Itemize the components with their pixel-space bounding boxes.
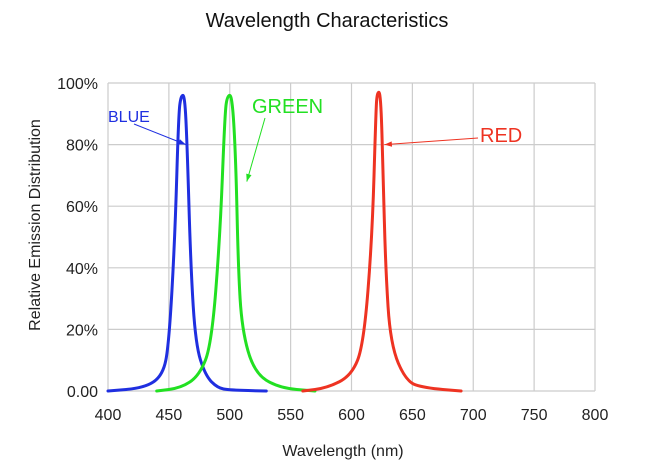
annotations: BLUE GREEN RED — [108, 96, 522, 182]
arrowhead-icon — [246, 173, 252, 182]
annotation-arrow — [384, 137, 479, 146]
x-tick-label: 500 — [216, 407, 243, 424]
series-line-red — [301, 90, 463, 393]
grid — [107, 82, 596, 392]
annotation-arrow — [133, 123, 187, 146]
x-tick-label: 550 — [277, 407, 304, 424]
arrowhead-icon — [384, 141, 393, 147]
x-tick-label: 750 — [521, 407, 548, 424]
y-tick-label: 0.00 — [67, 384, 98, 401]
x-tick-label: 800 — [582, 407, 609, 424]
annotation-label: GREEN — [252, 96, 323, 118]
y-tick-label: 100% — [57, 76, 98, 93]
y-tick-labels: 0.00 20% 40% 60% 80% 100% — [57, 76, 98, 401]
x-tick-labels: 400 450 500 550 600 650 700 750 800 — [95, 407, 609, 424]
series-line-green — [155, 93, 317, 393]
arrowhead-icon — [177, 139, 186, 145]
annotation-label: BLUE — [108, 109, 150, 126]
x-tick-label: 400 — [95, 407, 122, 424]
x-tick-label: 650 — [399, 407, 426, 424]
annotation-label: RED — [480, 125, 522, 147]
y-tick-label: 40% — [66, 261, 98, 278]
x-tick-label: 700 — [460, 407, 487, 424]
y-tick-label: 60% — [66, 199, 98, 216]
y-axis-label: Relative Emission Distribution — [27, 119, 44, 331]
x-tick-label: 600 — [338, 407, 365, 424]
series-line-blue — [106, 93, 268, 393]
series-lines — [106, 90, 463, 393]
chart-title: Wavelength Characteristics — [206, 10, 449, 32]
y-tick-label: 20% — [66, 322, 98, 339]
y-tick-label: 80% — [66, 138, 98, 155]
x-tick-label: 450 — [156, 407, 183, 424]
x-axis-label: Wavelength (nm) — [282, 443, 403, 460]
annotation-arrow — [246, 117, 266, 182]
